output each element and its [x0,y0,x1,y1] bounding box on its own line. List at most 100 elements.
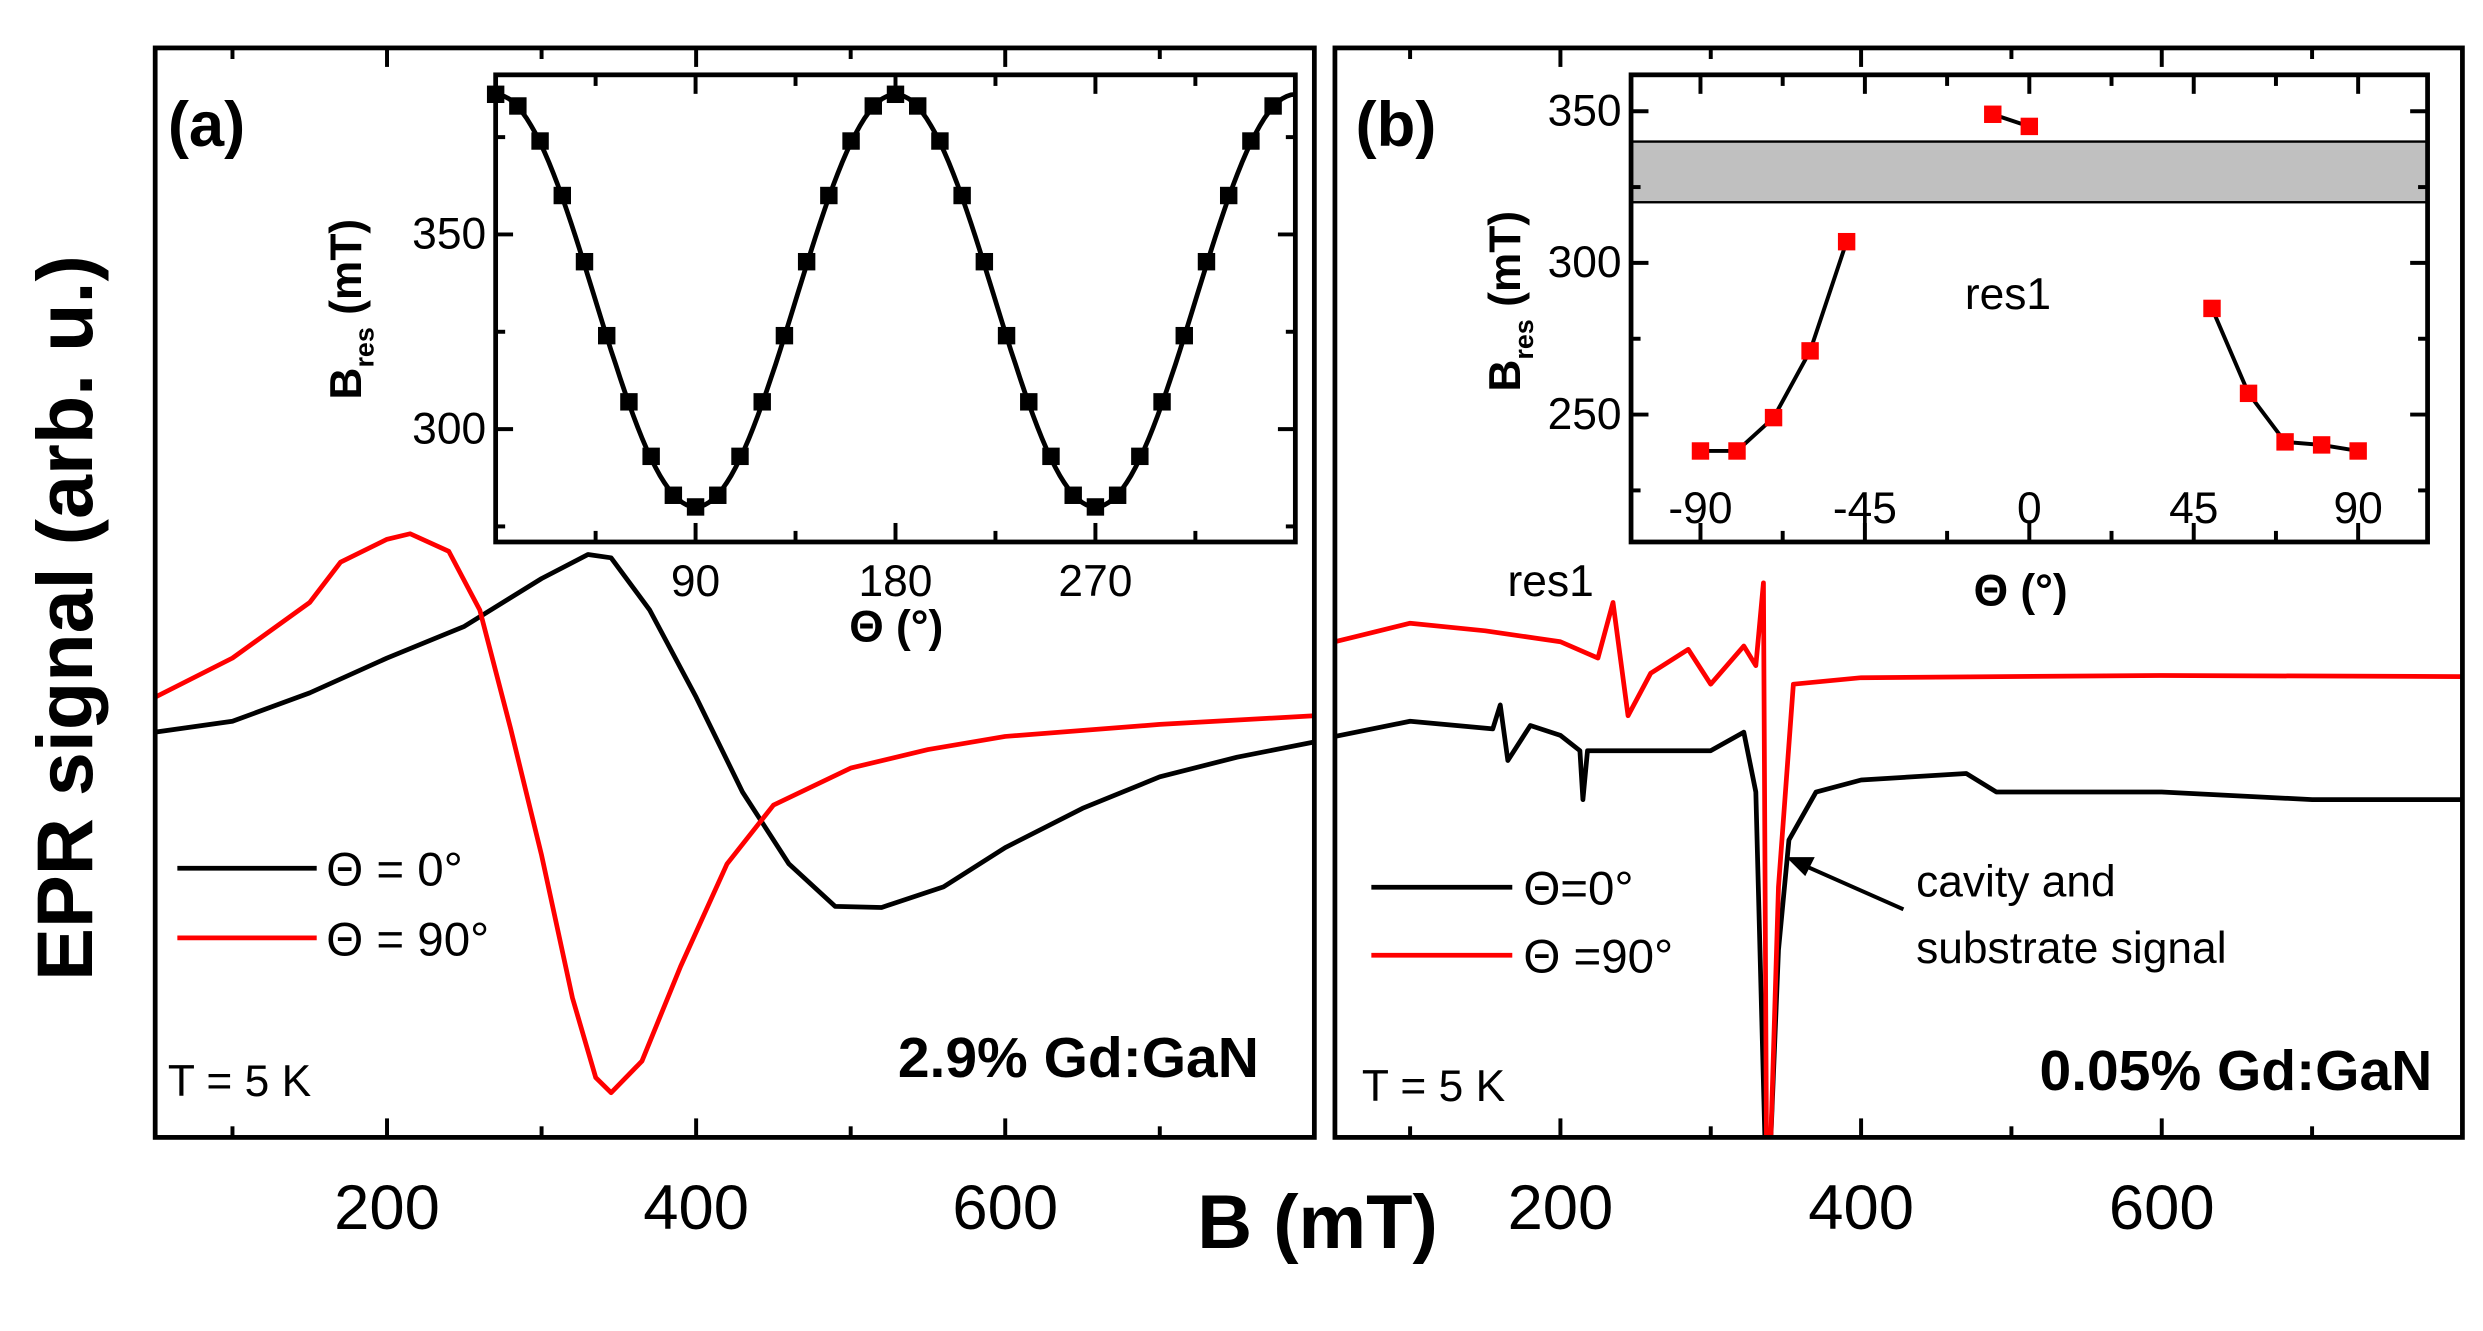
panel-a-frame [152,45,1317,1140]
panel-a-plot: 200 400 600 [155,47,1315,1243]
data-point [731,447,749,466]
inset-b-xlabel: Θ (°) [1974,566,2068,615]
x-tick-label: -90 [1668,484,1732,533]
temperature-a: T = 5 K [168,1057,312,1106]
sample-a: 2.9% Gd:GaN [898,1026,1259,1090]
trace-group [1334,580,2463,1138]
y-tick-label: 350 [412,210,486,259]
data-point [664,486,683,504]
annotation-arrow [1791,858,1905,912]
data-point [797,252,816,271]
data-point [1153,393,1171,411]
data-point [531,132,549,150]
sample-b: 0.05% Gd:GaN [2040,1039,2433,1103]
res1-label: res1 [1508,557,1594,606]
data-point [1264,97,1282,115]
data-point [975,252,994,271]
x-tick-label: -45 [1833,484,1897,533]
data-point [553,186,572,205]
data-point [2276,433,2294,451]
inset-b-ylabel: Bres (mT) [1481,211,1539,392]
trace-theta-90 [1334,580,2463,1138]
y-axis-label: EPR signal (arb. u.) [20,255,109,981]
data-point [1728,442,1746,460]
data-point [575,252,594,271]
data-point [2239,384,2258,403]
data-point [1219,186,1238,205]
data-point [1801,342,1819,360]
data-point [686,498,705,516]
data-point [642,447,660,466]
data-point [1764,408,1783,427]
inset-a-xlabel: Θ (°) [849,603,943,652]
panel-b: 200 400 600 (b) res1 Θ=0° Θ =90° cavity an… [1332,45,2465,1243]
panel-a: 200 400 600 (a) Θ = 0° Θ = 90° T = 5 K 2.9… [152,45,1317,1243]
data-point [753,393,771,411]
data-point [509,97,527,115]
data-point [709,486,727,504]
x-tick-label: 180 [859,557,933,606]
data-point [1242,132,1260,150]
inset-a-frame [493,72,1298,545]
legend-a-label-red: Θ = 90° [326,913,489,966]
legend-b-label-black: Θ=0° [1523,863,1633,916]
data-point [2203,299,2221,318]
panel-b-plot: 200 400 600 [1334,47,2463,1243]
x-tick-label: 400 [1808,1173,1914,1243]
data-point [842,132,860,150]
data-point [997,326,1016,345]
data-point [1984,105,2002,123]
data-point [2349,442,2367,460]
data-point [1108,486,1127,504]
x-tick-label: 0 [2017,484,2042,533]
trace-theta-90 [155,531,1315,1096]
data-point [1020,393,1038,411]
excluded-band [1629,140,2429,204]
panel-b-inset: -90 -45 0 45 90 250 300 350 res1 Θ (°) Bres (mT… [1481,72,2430,615]
data-point [908,97,927,115]
data-point [2312,436,2331,454]
cavity-label-2: substrate signal [1916,924,2226,973]
data-point [1197,252,1216,271]
data-point [820,186,838,205]
temperature-b: T = 5 K [1362,1062,1506,1111]
panel-b-frame [1332,45,2465,1140]
data-point [1837,232,1856,251]
x-tick-label: 200 [334,1173,440,1243]
legend-a-label-black: Θ = 0° [326,844,463,897]
data-point [775,326,794,345]
panel-b-label: (b) [1356,90,1437,160]
x-axis-label: B (mT) [1197,1180,1438,1265]
data-point [1131,447,1149,466]
trace-theta-0 [1334,702,2463,1138]
inset-b-res1-label: res1 [1965,270,2051,319]
arrow-head-icon [1786,857,1815,877]
legend-b-label-red: Θ =90° [1523,931,1673,984]
trace-theta-0 [155,552,1315,910]
x-tick-label: 90 [671,557,720,606]
x-tick-label: 270 [1058,557,1132,606]
y-tick-label: 350 [1548,86,1622,135]
data-point [1064,486,1082,504]
panel-a-label: (a) [168,90,245,160]
data-point [1691,442,1710,460]
x-tick-label: 600 [2109,1173,2215,1243]
x-tick-label: 400 [643,1173,749,1243]
data-point [2020,117,2039,136]
x-tick-label: 90 [2333,484,2382,533]
cavity-label-1: cavity and [1916,858,2116,907]
data-point [864,97,882,115]
y-tick-label: 300 [1548,238,1622,287]
data-point [620,393,638,411]
data-point [953,186,971,205]
data-point [1175,326,1193,345]
inset-b-frame [1628,72,2430,545]
data-point [598,326,616,345]
x-tick-label: 45 [2169,484,2218,533]
trace-group [155,531,1315,1096]
x-tick-label: 200 [1508,1173,1614,1243]
panel-a-inset: 90 180 270 300 350 Θ (°) Bres (mT) [322,72,1298,652]
data-point [1042,447,1060,466]
inset-a-ylabel: Bres (mT) [322,219,380,400]
